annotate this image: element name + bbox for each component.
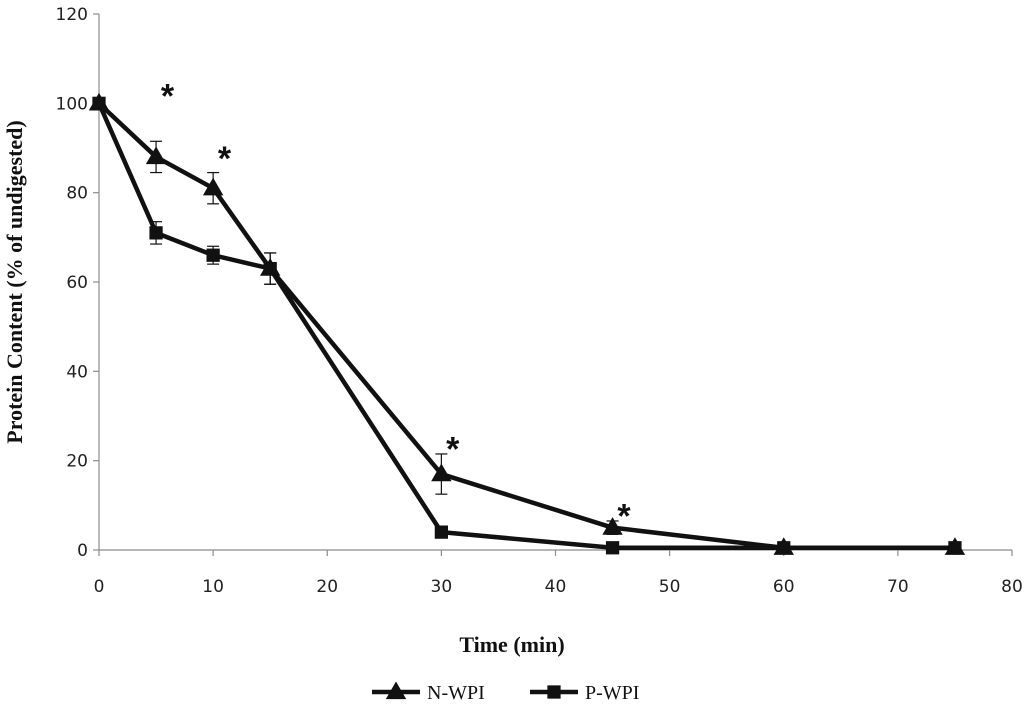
data-point-n-wpi [431, 463, 452, 482]
series-p-wpi [92, 96, 962, 555]
legend-label-p-wpi: P-WPI [585, 682, 639, 704]
y-tick-label: 0 [77, 541, 88, 561]
y-axis-title: Protein Content (% of undigested) [2, 120, 27, 443]
y-tick-label: 80 [66, 184, 88, 204]
legend-marker-n-wpi [385, 681, 407, 700]
x-tick-label: 70 [887, 577, 909, 597]
significance-marker: * [218, 140, 232, 178]
data-point-p-wpi [206, 248, 220, 262]
legend: N-WPI P-WPI [372, 681, 639, 704]
y-tick-label: 20 [66, 452, 88, 472]
axes: 0 20 40 60 80 100 120 0 10 20 30 40 50 60 70 80 [56, 5, 1023, 597]
x-tick-label: 60 [773, 577, 795, 597]
data-point-p-wpi [92, 96, 106, 110]
x-tick-label: 10 [202, 577, 224, 597]
y-tick-label: 60 [66, 273, 88, 293]
data-point-p-wpi [777, 541, 791, 555]
data-point-p-wpi [605, 541, 620, 555]
x-tick-label: 40 [545, 577, 567, 597]
x-tick-label: 30 [431, 577, 453, 597]
x-tick-label: 20 [316, 577, 338, 597]
legend-item-n-wpi: N-WPI [372, 681, 485, 704]
x-tick-label: 80 [1001, 577, 1023, 597]
data-point-p-wpi [434, 525, 449, 539]
series-layer [88, 92, 966, 555]
series-line-p-wpi [96, 102, 955, 551]
legend-marker-p-wpi [547, 685, 561, 699]
y-tick-label: 120 [56, 5, 88, 25]
y-tick-label: 100 [56, 94, 88, 114]
x-tick-label: 0 [94, 577, 105, 597]
significance-marker: * [446, 430, 460, 468]
data-point-n-wpi [202, 177, 224, 196]
series-line-n-wpi [97, 101, 955, 551]
significance-marker: * [161, 77, 175, 115]
x-axis-title: Time (min) [459, 632, 564, 657]
annotations: * * * * [161, 77, 631, 535]
legend-label-n-wpi: N-WPI [427, 682, 485, 704]
significance-marker: * [617, 497, 631, 535]
data-point-n-wpi [145, 146, 167, 165]
data-point-p-wpi [948, 541, 962, 555]
data-point-p-wpi [149, 226, 163, 240]
data-point-p-wpi [263, 261, 277, 276]
data-point-n-wpi [602, 517, 623, 535]
y-tick-label: 40 [66, 362, 88, 382]
x-tick-label: 50 [659, 577, 681, 597]
legend-item-p-wpi: P-WPI [530, 682, 639, 704]
